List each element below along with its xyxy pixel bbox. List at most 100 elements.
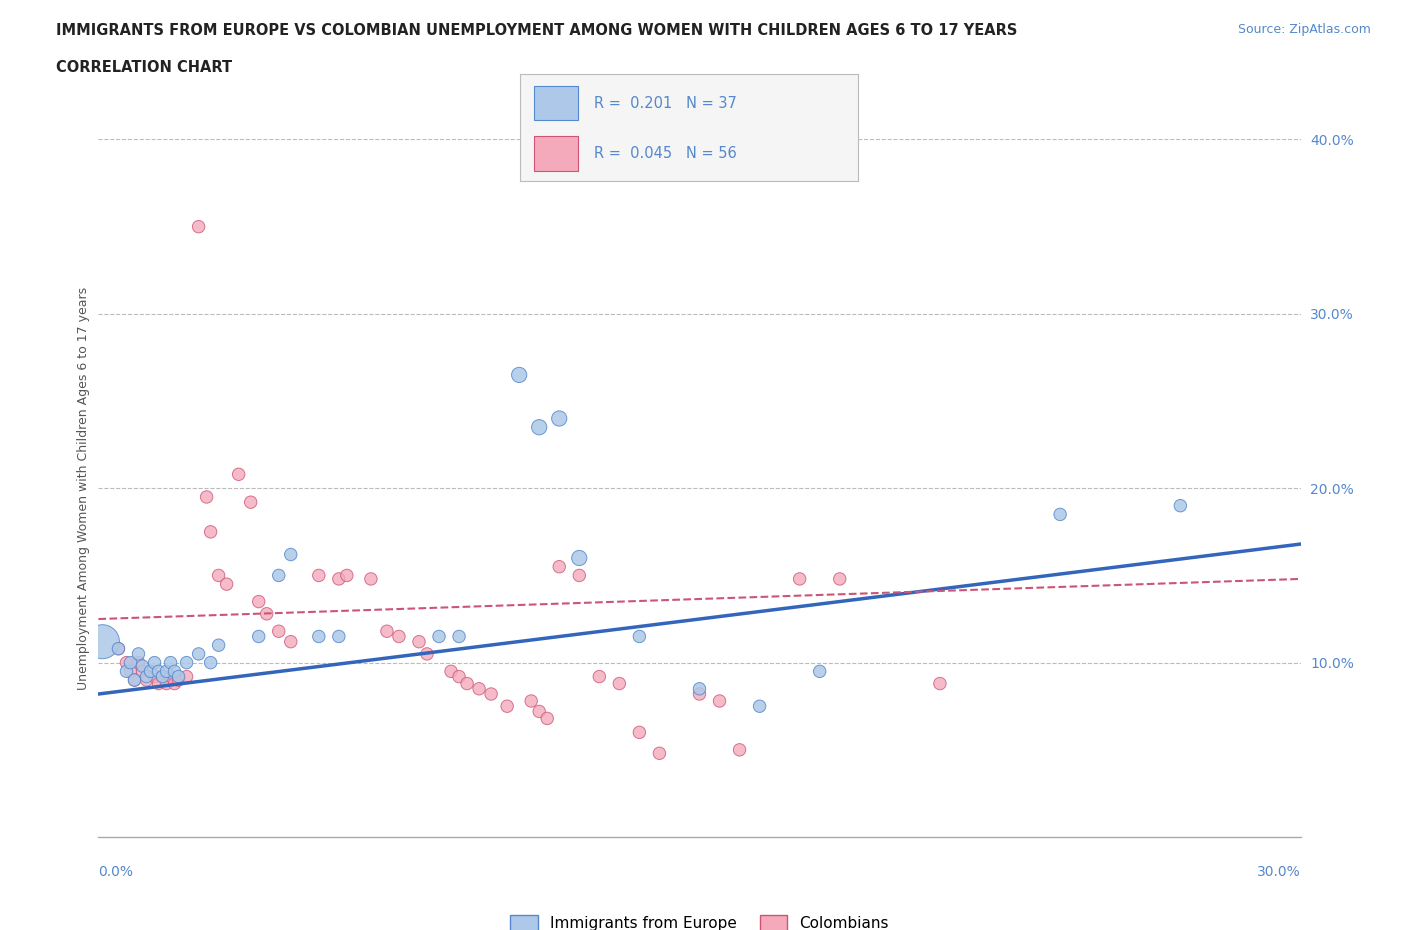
Point [187, 219, 209, 234]
Text: CORRELATION CHART: CORRELATION CHART [56, 60, 232, 75]
Point [167, 670, 190, 684]
Point [195, 489, 218, 504]
Point [447, 670, 470, 684]
Text: 0.0%: 0.0% [98, 865, 134, 880]
Point [135, 672, 157, 687]
Point [689, 682, 711, 697]
Point [648, 746, 671, 761]
Point [120, 656, 142, 671]
Point [107, 642, 129, 657]
Point [728, 742, 751, 757]
Point [152, 670, 174, 684]
Point [124, 672, 146, 687]
Point [828, 571, 851, 587]
Point [408, 634, 430, 649]
Point [267, 624, 290, 639]
Point [1170, 498, 1192, 513]
Point [280, 547, 302, 562]
Point [328, 629, 350, 644]
Point [479, 686, 502, 701]
Point [689, 686, 711, 701]
Point [115, 664, 138, 679]
Point [328, 571, 350, 587]
Point [128, 646, 150, 661]
Point [200, 525, 222, 539]
Text: 30.0%: 30.0% [1257, 865, 1301, 880]
Point [520, 694, 543, 709]
Y-axis label: Unemployment Among Women with Children Ages 6 to 17 years: Unemployment Among Women with Children A… [77, 286, 90, 690]
Point [139, 664, 162, 679]
Point [228, 467, 250, 482]
Point [128, 656, 150, 671]
Point [91, 634, 114, 649]
Point [536, 711, 558, 725]
Point [124, 672, 146, 687]
Point [256, 606, 278, 621]
Point [176, 670, 198, 684]
Point [159, 670, 181, 684]
Point [468, 682, 491, 697]
Point [152, 670, 174, 684]
Point [148, 676, 170, 691]
Point [131, 664, 153, 679]
Point [239, 495, 262, 510]
Bar [534, 137, 578, 171]
Point [628, 725, 651, 740]
Point [143, 670, 166, 684]
Point [508, 367, 530, 382]
Point [388, 629, 411, 644]
Point [709, 694, 731, 709]
Point [308, 629, 330, 644]
Point [427, 629, 450, 644]
Point [131, 658, 153, 673]
Point [155, 676, 177, 691]
Point [135, 670, 157, 684]
Point [120, 664, 142, 679]
Point [200, 656, 222, 671]
Point [609, 676, 631, 691]
Point [308, 568, 330, 583]
Point [529, 419, 551, 434]
Point [163, 664, 186, 679]
Point [155, 664, 177, 679]
Point [360, 571, 382, 587]
Text: Source: ZipAtlas.com: Source: ZipAtlas.com [1237, 23, 1371, 36]
Point [115, 656, 138, 671]
Point [208, 638, 231, 653]
Point [159, 656, 181, 671]
Point [808, 664, 831, 679]
Point [187, 646, 209, 661]
Point [748, 698, 770, 713]
Point [456, 676, 478, 691]
Point [789, 571, 811, 587]
Point [247, 594, 270, 609]
Point [336, 568, 359, 583]
Point [496, 698, 519, 713]
Point [548, 559, 571, 574]
Point [440, 664, 463, 679]
Point [163, 676, 186, 691]
Point [1049, 507, 1071, 522]
Point [139, 664, 162, 679]
Point [267, 568, 290, 583]
Point [929, 676, 952, 691]
Text: R =  0.045   N = 56: R = 0.045 N = 56 [595, 146, 737, 161]
Point [529, 704, 551, 719]
Point [208, 568, 231, 583]
Point [375, 624, 398, 639]
Point [416, 646, 439, 661]
Point [447, 629, 470, 644]
Point [167, 672, 190, 687]
Text: IMMIGRANTS FROM EUROPE VS COLOMBIAN UNEMPLOYMENT AMONG WOMEN WITH CHILDREN AGES : IMMIGRANTS FROM EUROPE VS COLOMBIAN UNEM… [56, 23, 1018, 38]
Point [280, 634, 302, 649]
Legend: Immigrants from Europe, Colombians: Immigrants from Europe, Colombians [503, 910, 896, 930]
Text: R =  0.201   N = 37: R = 0.201 N = 37 [595, 96, 737, 111]
Point [548, 411, 571, 426]
Point [568, 568, 591, 583]
Point [628, 629, 651, 644]
Bar [534, 86, 578, 120]
Point [176, 656, 198, 671]
Point [215, 577, 238, 591]
Point [148, 664, 170, 679]
Point [568, 551, 591, 565]
